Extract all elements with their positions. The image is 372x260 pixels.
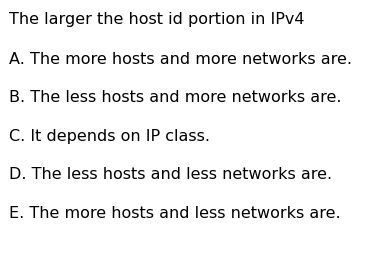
Text: D. The less hosts and less networks are.: D. The less hosts and less networks are.	[9, 167, 333, 183]
Text: The larger the host id portion in IPv4: The larger the host id portion in IPv4	[9, 12, 305, 27]
Text: C. It depends on IP class.: C. It depends on IP class.	[9, 129, 210, 144]
Text: B. The less hosts and more networks are.: B. The less hosts and more networks are.	[9, 90, 342, 106]
Text: A. The more hosts and more networks are.: A. The more hosts and more networks are.	[9, 52, 352, 67]
Text: E. The more hosts and less networks are.: E. The more hosts and less networks are.	[9, 206, 341, 221]
